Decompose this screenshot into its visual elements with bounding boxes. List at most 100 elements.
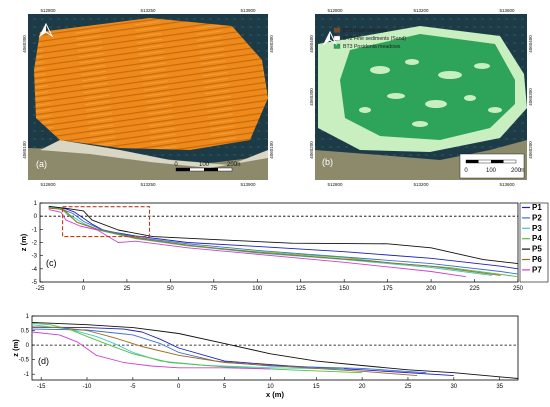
scale-label: 100 bbox=[486, 168, 497, 174]
x-tick-label: 25 bbox=[405, 384, 412, 390]
scale-label: 200 bbox=[511, 168, 522, 174]
x-tick-label: 15 bbox=[313, 384, 320, 390]
map-b: BT1 Rock outcrops BT2 Fine sediments (San… bbox=[309, 8, 533, 187]
map-b-posidonia bbox=[340, 34, 515, 140]
map-left-tick: 4060100 bbox=[22, 141, 27, 159]
x-axis-label: x (m) bbox=[266, 390, 284, 399]
x-tick-label: 150 bbox=[339, 286, 350, 292]
y-tick-label: 0 bbox=[34, 214, 38, 220]
x-tick-label: 30 bbox=[450, 384, 457, 390]
map-left-tick: 4060300 bbox=[22, 35, 27, 53]
x-tick-label: 200 bbox=[426, 286, 437, 292]
x-tick-label: -10 bbox=[83, 384, 92, 390]
x-tick-label: 175 bbox=[383, 286, 394, 292]
y-tick-label: -3 bbox=[32, 254, 38, 260]
x-tick-label: 125 bbox=[296, 286, 307, 292]
legend-box bbox=[519, 202, 549, 283]
y-tick-label: 1 bbox=[34, 201, 38, 207]
y-tick-label: -4 bbox=[32, 267, 38, 273]
x-tick-label: 225 bbox=[470, 286, 481, 292]
map-bottom-tick: 512800 bbox=[40, 182, 56, 187]
map-top-tick: 513200 bbox=[413, 8, 429, 13]
series-line-p5 bbox=[31, 321, 519, 379]
map-top-tick: 513250 bbox=[140, 8, 156, 13]
x-tick-label: -25 bbox=[36, 286, 45, 292]
map-b-legend: BT1 Rock outcrops BT2 Fine sediments (San… bbox=[333, 27, 406, 50]
legend-label: P2 bbox=[532, 213, 542, 222]
scale-label: m bbox=[236, 162, 241, 168]
map-a-coordinate-ticks: 512800 513250 513900 512800 513250 513900 4060… bbox=[22, 8, 274, 187]
y-tick-label: 0 bbox=[26, 343, 30, 349]
map-left-tick: 4060300 bbox=[309, 88, 314, 106]
north-arrow-icon bbox=[38, 22, 54, 38]
map-bottom-tick: 513600 bbox=[499, 182, 515, 187]
y-tick-label: 0.5 bbox=[21, 329, 30, 335]
map-a-panel-label: (a) bbox=[36, 159, 47, 169]
map-left-tick: 4060400 bbox=[309, 35, 314, 53]
chart-c: -25 0 25 50 75 100 125 150 175 200 225 250 1 0 -1 -2 -3 -… bbox=[19, 201, 549, 292]
map-right-tick: 4060300 bbox=[528, 88, 533, 106]
legend-label: P5 bbox=[532, 245, 542, 254]
map-top-tick: 512800 bbox=[40, 8, 56, 13]
series-line-p6 bbox=[48, 207, 501, 276]
map-b-coordinate-ticks: 512800 513200 513600 512800 513200 513600 4060… bbox=[309, 8, 533, 187]
legend-label: P4 bbox=[532, 234, 542, 243]
series-line-p5 bbox=[48, 205, 519, 265]
map-bottom-tick: 513250 bbox=[140, 182, 156, 187]
map-right-tick: 4060200 bbox=[528, 141, 533, 159]
panel-label: (c) bbox=[46, 258, 57, 268]
scale-label: m bbox=[520, 168, 525, 174]
legend-label: BT1 Rock outcrops bbox=[343, 28, 388, 34]
panel-label: (d) bbox=[38, 356, 49, 366]
series-line-p2 bbox=[31, 328, 427, 374]
map-a-land bbox=[28, 148, 268, 180]
scale-label: 200 bbox=[227, 162, 238, 168]
map-a-orthomosaic bbox=[34, 18, 268, 150]
x-tick-label: 20 bbox=[359, 384, 366, 390]
legend-label: P1 bbox=[532, 203, 542, 212]
map-right-tick: 4060100 bbox=[269, 141, 274, 159]
legend-swatch bbox=[333, 43, 341, 49]
y-tick-label: 1 bbox=[26, 314, 30, 320]
x-tick-label: 35 bbox=[496, 384, 503, 390]
map-a-beach bbox=[40, 140, 268, 168]
map-bottom-tick: 513900 bbox=[240, 182, 256, 187]
y-tick-label: -0.5 bbox=[19, 358, 30, 364]
map-b-sand-patches bbox=[359, 59, 502, 127]
legend-swatch bbox=[333, 27, 341, 33]
map-right-tick: 4060400 bbox=[528, 35, 533, 53]
y-tick-label: -1 bbox=[32, 227, 38, 233]
series-line-p6 bbox=[32, 327, 418, 377]
x-tick-label: 0 bbox=[177, 384, 181, 390]
x-tick-label: 25 bbox=[124, 286, 131, 292]
map-top-tick: 513900 bbox=[240, 8, 256, 13]
map-top-tick: 513600 bbox=[499, 8, 515, 13]
x-tick-label: 50 bbox=[167, 286, 174, 292]
map-right-tick: 4060300 bbox=[269, 35, 274, 53]
x-tick-label: 75 bbox=[210, 286, 217, 292]
legend-label: BT3 Posidonia meadows bbox=[343, 44, 401, 50]
map-top-tick: 512800 bbox=[327, 8, 343, 13]
legend-swatch bbox=[333, 35, 341, 41]
series-line-p7 bbox=[31, 331, 271, 370]
scale-label: 0 bbox=[464, 168, 468, 174]
north-arrow-icon bbox=[322, 30, 338, 46]
y-axis-label: z (m) bbox=[19, 233, 28, 251]
legend-label: P6 bbox=[532, 255, 542, 264]
map-left-tick: 4060200 bbox=[309, 141, 314, 159]
series-line-p1 bbox=[31, 326, 454, 377]
series-line-p1 bbox=[48, 206, 519, 270]
y-tick-label: -2 bbox=[32, 241, 38, 247]
x-tick-label: 5 bbox=[223, 384, 227, 390]
series-line-p3 bbox=[31, 324, 344, 370]
x-tick-label: 10 bbox=[267, 384, 274, 390]
series-line-p2 bbox=[48, 207, 519, 275]
y-axis-label: z (m) bbox=[11, 339, 20, 357]
x-tick-label: 250 bbox=[513, 286, 524, 292]
scale-label: 0 bbox=[174, 162, 178, 168]
legend-label: P3 bbox=[532, 224, 542, 233]
